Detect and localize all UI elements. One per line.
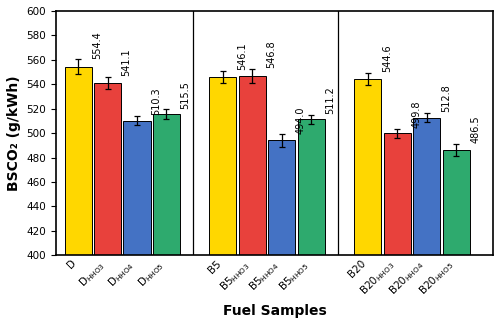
Text: 546.8: 546.8 <box>266 40 276 68</box>
Bar <box>210 77 236 255</box>
Y-axis label: BSCO₂ (g/kWh): BSCO₂ (g/kWh) <box>7 75 21 191</box>
Text: 499.8: 499.8 <box>412 100 422 128</box>
Text: 554.4: 554.4 <box>92 31 102 59</box>
Bar <box>442 150 469 255</box>
Text: 544.6: 544.6 <box>382 44 392 72</box>
Bar <box>298 120 325 255</box>
Bar <box>414 118 440 255</box>
Text: 486.5: 486.5 <box>470 115 480 143</box>
Bar <box>94 83 121 255</box>
Bar <box>124 121 150 255</box>
Text: 546.1: 546.1 <box>237 43 247 70</box>
Text: 511.2: 511.2 <box>326 86 336 114</box>
Bar <box>153 114 180 255</box>
Bar <box>239 76 266 255</box>
Text: 494.0: 494.0 <box>296 106 306 134</box>
Text: 515.5: 515.5 <box>180 81 190 109</box>
Bar <box>64 67 92 255</box>
Text: 541.1: 541.1 <box>122 48 132 76</box>
Bar <box>268 140 295 255</box>
Text: 510.3: 510.3 <box>151 87 161 115</box>
Text: 512.8: 512.8 <box>441 84 451 112</box>
X-axis label: Fuel Samples: Fuel Samples <box>222 304 326 318</box>
Bar <box>384 133 411 255</box>
Bar <box>354 79 382 255</box>
